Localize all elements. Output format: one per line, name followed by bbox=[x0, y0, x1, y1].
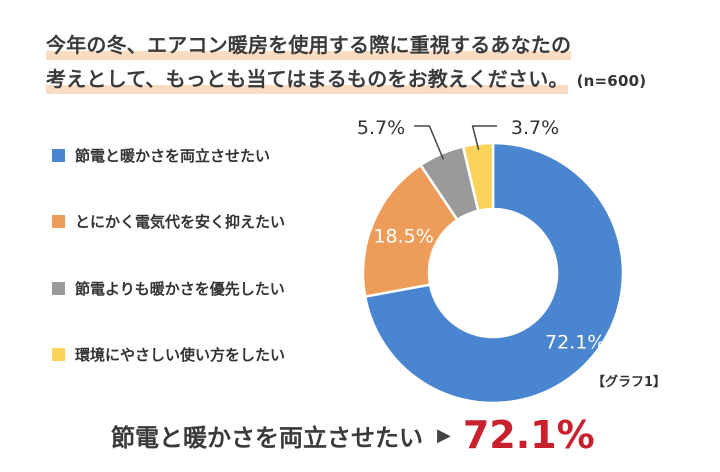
legend-item-4: 環境にやさしい使い方をしたい bbox=[52, 344, 352, 364]
legend-swatch-2 bbox=[52, 214, 65, 228]
donut-slice-4 bbox=[461, 141, 495, 213]
slice-label-3: 5.7% bbox=[357, 117, 405, 139]
legend-label-1: 節電と暖かさを両立させたい bbox=[75, 146, 271, 165]
summary-arrow-icon: ▶ bbox=[437, 424, 451, 446]
slice-label-1: 72.1% bbox=[545, 331, 605, 353]
legend-label-3: 節電よりも暖かさを優先したい bbox=[75, 279, 285, 298]
legend-item-1: 節電と暖かさを両立させたい bbox=[52, 145, 352, 165]
sample-size: (n=600) bbox=[576, 72, 647, 90]
slice-label-4: 3.7% bbox=[511, 117, 559, 139]
legend-label-4: 環境にやさしい使い方をしたい bbox=[75, 345, 286, 364]
summary-value: 72.1% bbox=[462, 413, 595, 457]
legend-swatch-1 bbox=[52, 148, 65, 162]
slice-label-2: 18.5% bbox=[373, 225, 433, 247]
legend-label-2: とにかく電気代を安く抑えたい bbox=[75, 212, 286, 231]
title-line-2: 考えとして、もっとも当てはまるものをお教えください。 (n=600) bbox=[46, 66, 647, 94]
title-text-2: 考えとして、もっとも当てはまるものをお教えください。 bbox=[46, 67, 569, 91]
title-line-1: 今年の冬、エアコン暖房を使用する際に重視するあなたの bbox=[46, 32, 572, 60]
legend-item-2: とにかく電気代を安く抑えたい bbox=[52, 211, 352, 231]
leader-line-3 bbox=[414, 125, 445, 160]
legend-item-3: 節電よりも暖かさを優先したい bbox=[52, 278, 352, 298]
summary: 節電と暖かさを両立させたい ▶ 72.1% bbox=[111, 410, 595, 460]
title-text-1: 今年の冬、エアコン暖房を使用する際に重視するあなたの bbox=[46, 33, 572, 57]
summary-label: 節電と暖かさを両立させたい bbox=[111, 423, 423, 452]
graph-tag: 【グラフ1】 bbox=[592, 375, 667, 390]
legend-swatch-4 bbox=[52, 347, 65, 361]
donut-slice-1 bbox=[363, 141, 625, 405]
legend-swatch-3 bbox=[52, 281, 65, 295]
leader-line-4 bbox=[471, 125, 497, 151]
